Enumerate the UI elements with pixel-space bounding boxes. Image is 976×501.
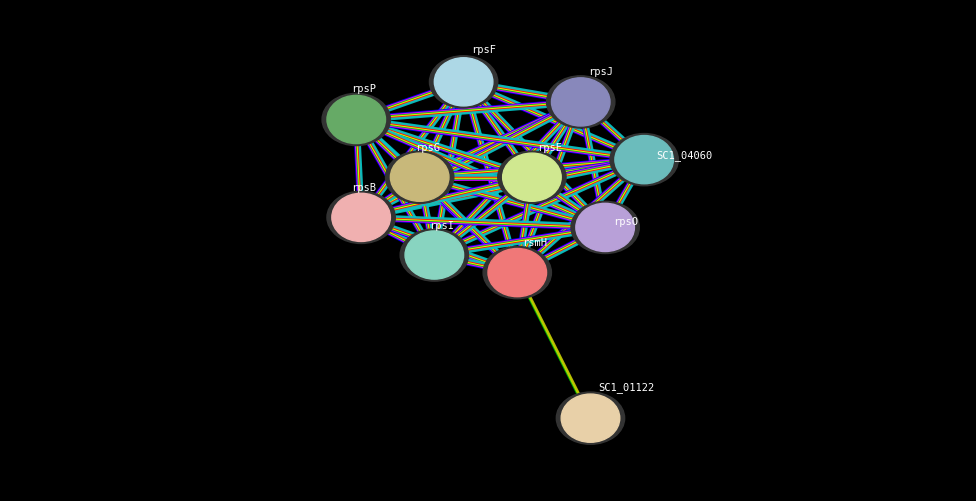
- Ellipse shape: [503, 154, 561, 202]
- Ellipse shape: [386, 152, 454, 204]
- Ellipse shape: [556, 392, 625, 444]
- Ellipse shape: [561, 394, 620, 442]
- Text: rpsF: rpsF: [471, 45, 497, 55]
- Ellipse shape: [498, 152, 566, 204]
- Ellipse shape: [327, 192, 395, 244]
- Ellipse shape: [434, 59, 493, 107]
- Ellipse shape: [576, 204, 634, 252]
- Ellipse shape: [327, 96, 386, 144]
- Text: rsmH: rsmH: [522, 238, 548, 248]
- Ellipse shape: [547, 77, 615, 129]
- Text: SC1_01122: SC1_01122: [598, 381, 655, 392]
- Ellipse shape: [390, 154, 449, 202]
- Text: rpsO: rpsO: [613, 217, 638, 227]
- Ellipse shape: [429, 57, 498, 109]
- Text: rpsG: rpsG: [415, 143, 440, 153]
- Ellipse shape: [571, 202, 639, 254]
- Ellipse shape: [400, 229, 468, 282]
- Ellipse shape: [551, 79, 610, 127]
- Text: SC1_04060: SC1_04060: [656, 150, 712, 161]
- Ellipse shape: [615, 136, 673, 184]
- Text: rpsJ: rpsJ: [589, 67, 614, 77]
- Ellipse shape: [332, 194, 390, 242]
- Ellipse shape: [488, 249, 547, 297]
- Ellipse shape: [610, 134, 678, 186]
- Ellipse shape: [322, 94, 390, 146]
- Text: rpsP: rpsP: [351, 84, 377, 94]
- Ellipse shape: [405, 231, 464, 280]
- Ellipse shape: [483, 247, 551, 299]
- Text: rpsE: rpsE: [537, 143, 562, 153]
- Text: rpsI: rpsI: [429, 220, 455, 230]
- Text: rpsB: rpsB: [351, 183, 377, 193]
